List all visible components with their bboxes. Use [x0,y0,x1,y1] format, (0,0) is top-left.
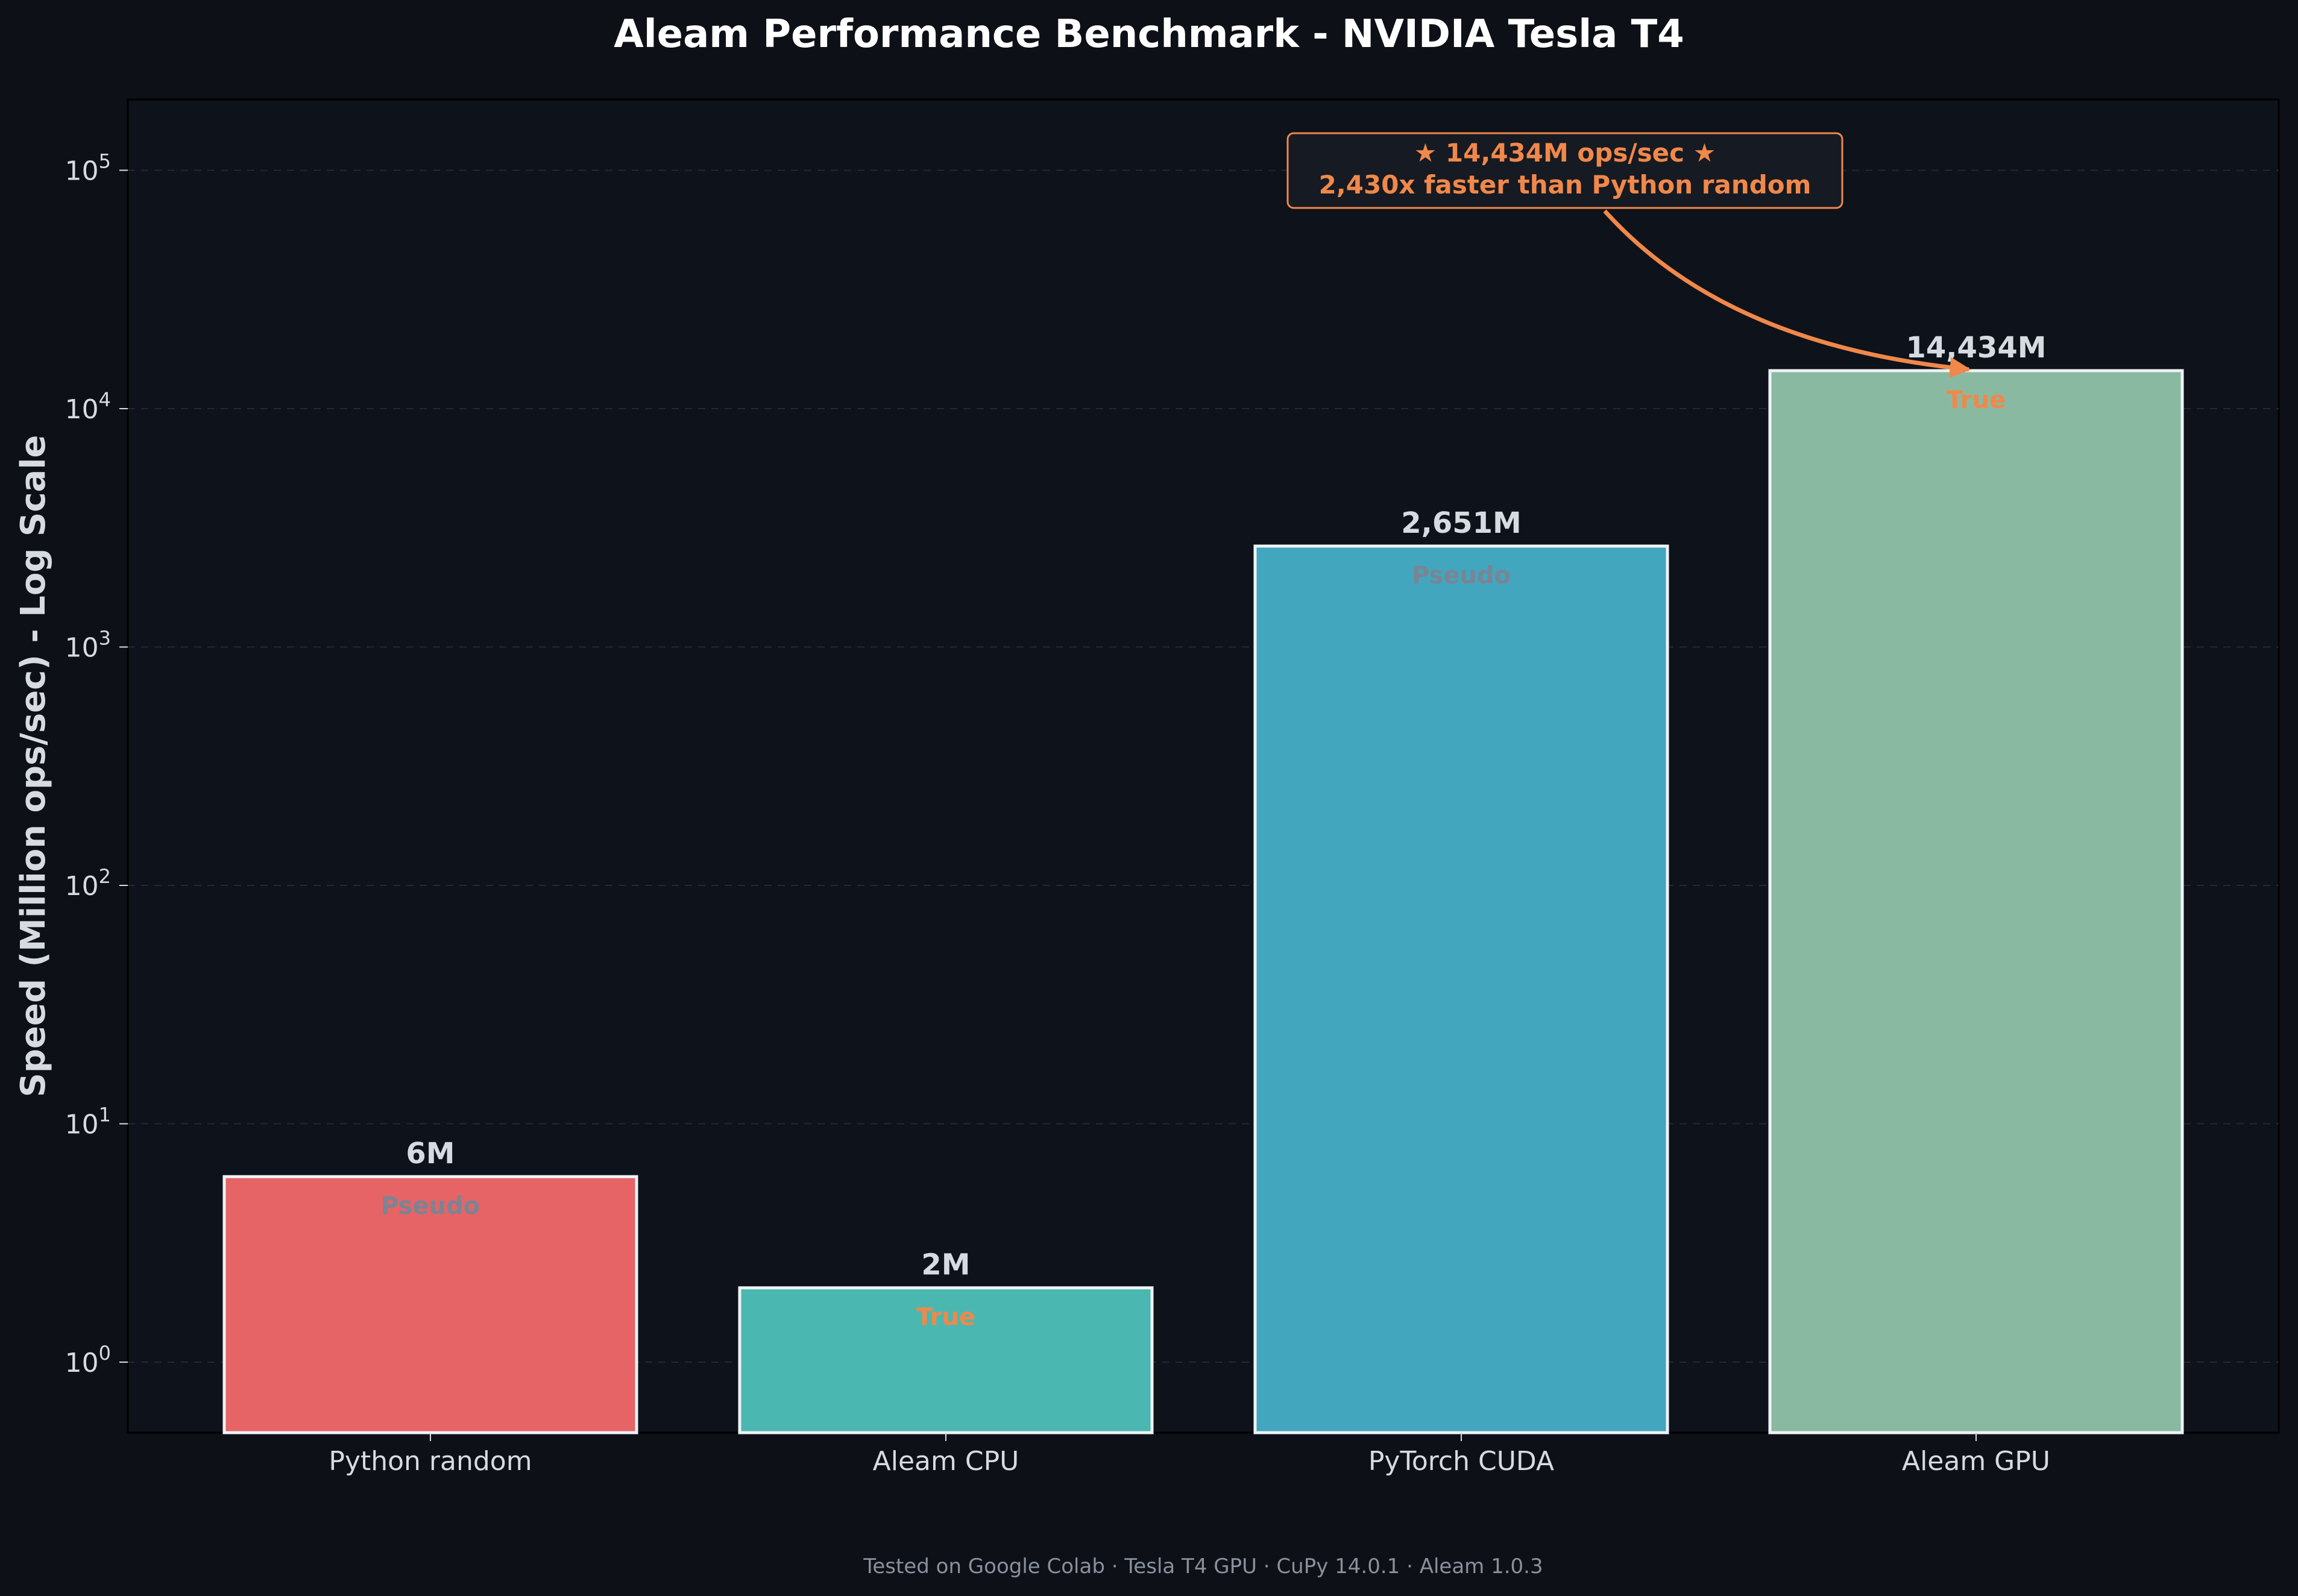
y-tick-label: 101 [65,1104,111,1140]
bar-value-label: 2,651M [1401,506,1522,540]
chart-title: Aleam Performance Benchmark - NVIDIA Tes… [614,12,1684,57]
y-tick-exponent: 4 [99,388,111,411]
y-tick-exponent: 3 [99,627,111,650]
y-tick-exponent: 2 [99,865,111,888]
y-tick-label: 105 [65,150,111,187]
annotation-line-2: 2,430x faster than Python random [1319,170,1812,200]
y-tick-label: 100 [65,1342,111,1378]
x-tick-label: PyTorch CUDA [1368,1446,1554,1477]
footer-note: Tested on Google Colab · Tesla T4 GPU · … [863,1554,1543,1579]
bar-randomness-label: Pseudo [381,1192,480,1220]
annotation-box [1286,132,1843,209]
y-tick-label: 104 [65,388,111,425]
bar-value-label: 2M [921,1248,970,1282]
y-tick-base: 10 [65,871,99,902]
bar-aleam-gpu [1768,369,2184,1434]
y-axis-label: Speed (Million ops/sec) - Log Scale [14,435,53,1098]
annotation-arrow [1603,209,1971,379]
y-tick-base: 10 [65,1348,99,1378]
y-tick-exponent: 1 [99,1104,111,1126]
bar-aleam-cpu [738,1286,1154,1434]
bars: 6M Pseudo 2M True 2,651M Pseudo 14,434M True [222,331,2184,1434]
bar-python-random [222,1175,638,1434]
bar-randomness-label: True [1947,386,2006,414]
bar-value-label: 6M [406,1137,455,1170]
x-axis-ticks: Python random Aleam CPU PyTorch CUDA Aleam … [329,1433,2050,1477]
y-tick-exponent: 5 [99,150,111,173]
bar-pytorch-cuda [1253,544,1669,1434]
y-tick-exponent: 0 [99,1342,111,1365]
x-tick-label: Aleam GPU [1902,1446,2050,1477]
bar-value-label: 14,434M [1906,331,2047,365]
y-tick-label: 102 [65,865,111,902]
annotation: ★ 14,434M ops/sec ★ 2,430x faster than P… [1286,132,1971,379]
y-tick-label: 103 [65,627,111,664]
y-tick-base: 10 [65,633,99,664]
bar-randomness-label: True [916,1304,975,1331]
bar-randomness-label: Pseudo [1412,562,1511,589]
x-tick-label: Aleam CPU [873,1446,1019,1477]
x-tick-label: Python random [329,1446,532,1477]
annotation-line-1: ★ 14,434M ops/sec ★ [1414,138,1716,168]
y-tick-base: 10 [65,394,99,425]
y-tick-base: 10 [65,1110,99,1140]
y-tick-base: 10 [65,156,99,187]
